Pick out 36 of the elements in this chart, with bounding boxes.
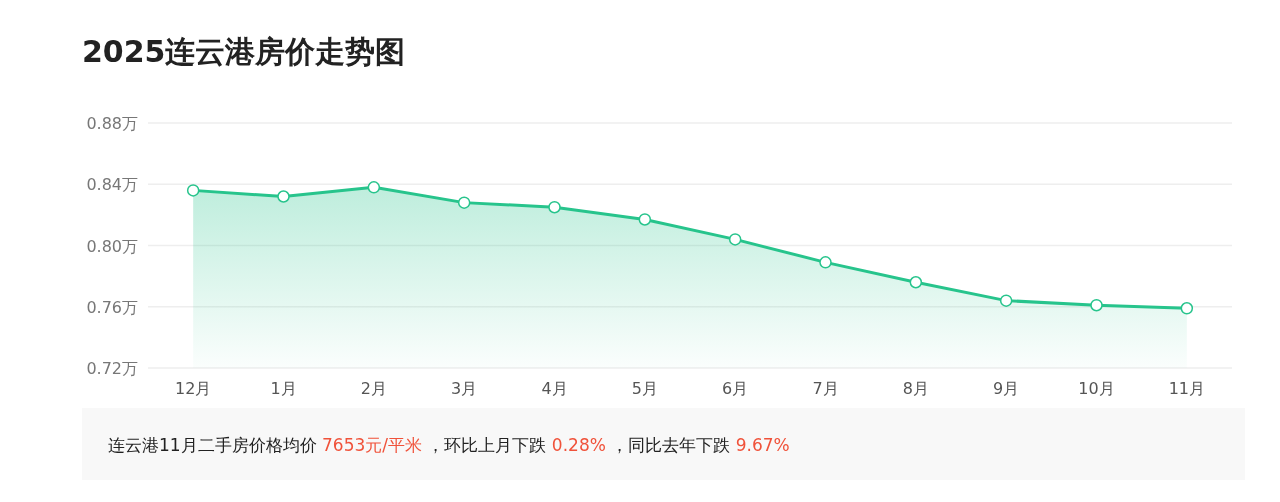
point <box>1090 298 1103 312</box>
point <box>367 181 381 194</box>
point <box>819 256 832 269</box>
text: ，环比上月下跌 <box>422 435 547 455</box>
text: 7653元/平米 <box>316 435 423 455</box>
y-tick-label: 0.88万 <box>86 114 138 133</box>
x-tick-label: 3月 <box>451 379 478 398</box>
x-tick-label: 8月 <box>902 379 929 398</box>
x-tick-label: 4月 <box>541 379 568 398</box>
x-tick-label: 9月 <box>993 379 1020 398</box>
y-tick-label: 0.72万 <box>86 359 138 378</box>
x-tick-label: 7月 <box>812 379 839 398</box>
point <box>548 200 561 214</box>
point <box>1180 302 1194 315</box>
point <box>638 213 652 226</box>
x-tick-label: 10月 <box>1078 379 1115 398</box>
point <box>457 196 471 209</box>
y-tick-label: 0.80万 <box>86 236 138 256</box>
x-tick-label: 12月 <box>174 379 212 398</box>
point <box>909 276 923 289</box>
point <box>277 190 290 203</box>
text: 连云港11月二手房价格均价 <box>108 435 317 455</box>
y-tick-label: 0.76万 <box>86 297 138 317</box>
point <box>728 233 742 246</box>
x-tick-label: 11月 <box>1168 379 1206 398</box>
x-tick-label: 5月 <box>631 379 658 398</box>
x-tick-label: 6月 <box>722 379 749 398</box>
text: ，同比去年下跌 <box>605 435 731 455</box>
text: 9.67% <box>730 435 790 455</box>
x-tick-label: 1月 <box>270 379 297 398</box>
point <box>999 294 1013 307</box>
text: 0.28% <box>546 435 606 455</box>
y-tick-label: 0.84万 <box>86 175 138 195</box>
chart-title: 2025连云港房价走势图 <box>82 34 406 69</box>
x-tick-label: 2月 <box>360 379 387 398</box>
point <box>186 184 200 197</box>
